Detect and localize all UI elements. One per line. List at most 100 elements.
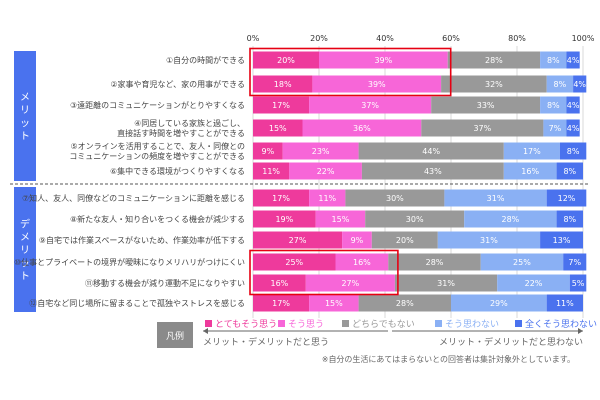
bar-value-label: 4% — [567, 101, 580, 110]
bar-value-label: 28% — [502, 215, 520, 224]
bar-segment — [335, 253, 389, 271]
bar-segment — [253, 162, 290, 180]
bar-value-label: 31% — [480, 236, 498, 245]
bar-value-label: 37% — [473, 124, 491, 133]
group-label-char: メ — [20, 93, 30, 104]
legend-swatch — [342, 320, 349, 327]
legend-label: そう思わない — [445, 319, 499, 330]
bar-segment — [253, 274, 306, 292]
bar-value-label: 33% — [477, 101, 495, 110]
bar-value-label: 7% — [568, 258, 581, 267]
bar-segment — [253, 96, 310, 114]
bar-value-label: 11% — [318, 194, 336, 203]
bar-segment — [566, 51, 580, 69]
bar-segment — [253, 231, 343, 249]
bar-segment — [556, 162, 583, 180]
bar-segment — [573, 75, 587, 93]
bar-segment — [253, 210, 316, 228]
bar-value-label: 12% — [558, 194, 576, 203]
bar-value-label: 5% — [572, 279, 585, 288]
bar-value-label: 44% — [422, 147, 440, 156]
group-label-char: リ — [20, 106, 30, 117]
legend-title-box — [157, 322, 193, 348]
bar-value-label: 8% — [563, 215, 576, 224]
bar-segment — [319, 51, 448, 69]
row-caption: ②家事や育児など、家の用事ができる — [110, 79, 245, 89]
bar-value-label: 17% — [272, 101, 290, 110]
legend-arrowhead-right — [578, 328, 583, 334]
bar-value-label: 8% — [567, 147, 580, 156]
group-label-char: メ — [20, 233, 30, 244]
bar-segment — [540, 96, 567, 114]
bar-segment — [253, 142, 283, 160]
bar-value-label: 16% — [271, 279, 289, 288]
bar-value-label: 28% — [396, 299, 414, 308]
x-tick-label: 60% — [442, 34, 460, 43]
bar-value-label: 16% — [353, 258, 371, 267]
bar-value-label: 28% — [485, 56, 503, 65]
legend-swatch — [515, 320, 522, 327]
bar-segment — [563, 253, 587, 271]
bar-value-label: 25% — [285, 258, 303, 267]
bar-value-label: 20% — [277, 56, 295, 65]
bar-value-label: 8% — [547, 101, 560, 110]
footnote: ※自分の生活にあてはまらないとの回答者は集計対象外としています。 — [322, 354, 575, 364]
legend-label: とてもそう思う — [215, 319, 277, 330]
bar-value-label: 18% — [274, 80, 292, 89]
bar-value-label: 9% — [351, 236, 364, 245]
bar-value-label: 15% — [332, 215, 350, 224]
bar-value-label: 27% — [289, 236, 307, 245]
bar-value-label: 8% — [563, 167, 576, 176]
bar-segment — [394, 274, 498, 292]
bar-segment — [309, 96, 432, 114]
bar-segment — [447, 51, 541, 69]
bar-segment — [345, 189, 445, 207]
legend-swatch — [278, 320, 285, 327]
bar-segment — [540, 231, 583, 249]
bar-segment — [546, 189, 587, 207]
bar-segment — [253, 75, 313, 93]
bar-segment — [358, 142, 504, 160]
bar-segment — [361, 162, 504, 180]
bar-value-label: 36% — [353, 124, 371, 133]
bar-segment — [556, 210, 583, 228]
row-caption: ⑩仕事とプライベートの境界が曖昧になりメリハリがつけにくい — [14, 257, 245, 267]
bar-value-label: 28% — [426, 258, 444, 267]
bar-segment — [421, 119, 544, 137]
bar-value-label: 11% — [556, 299, 574, 308]
row-caption: ⑥集中できる環境がつくりやすくなる — [110, 166, 245, 176]
x-tick-label: 0% — [247, 34, 260, 43]
bar-segment — [451, 294, 547, 312]
bar-segment — [302, 119, 422, 137]
bar-segment — [546, 75, 574, 93]
bar-value-label: 43% — [424, 167, 442, 176]
legend: 凡例 とてもそう思う そう思う どちらでもない そう思わない 全くそう思わないメリット・デ… — [157, 318, 597, 348]
row-caption: ①自分の時間ができる — [166, 55, 245, 65]
x-axis-ticks: 0% 20% 40% 60% 80% 100% — [247, 34, 595, 43]
bar-value-label: 39% — [374, 56, 392, 65]
row-caption: ⑫自宅など同じ場所に留まることで孤独やストレスを感じる — [29, 298, 245, 308]
x-tick-label: 100% — [572, 34, 595, 43]
row-caption: ⑦知人、友人、同僚などのコミュニケーションに距離を感じる — [22, 193, 245, 203]
bar-segment — [464, 210, 557, 228]
bar-segment — [559, 142, 587, 160]
bar-value-label: 11% — [262, 167, 280, 176]
bar-segment — [441, 75, 547, 93]
bar-segment — [315, 210, 366, 228]
x-tick-label: 20% — [310, 34, 328, 43]
legend-arrowhead-left — [203, 328, 208, 334]
bar-value-label: 20% — [396, 236, 414, 245]
row-caption: ④同居している家族と過ごし、 — [134, 118, 245, 128]
bar-segment — [342, 231, 372, 249]
bar-value-label: 32% — [485, 80, 503, 89]
row-caption: ⑧新たな友人・知り合いをつくる機会が減少する — [70, 214, 245, 224]
bar-segments — [253, 51, 587, 312]
bar-segment — [253, 294, 310, 312]
bar-value-label: 13% — [553, 236, 571, 245]
bar-value-label: 15% — [325, 299, 343, 308]
bar-value-label: 17% — [523, 147, 541, 156]
bar-value-label: 29% — [490, 299, 508, 308]
bar-segment — [253, 119, 303, 137]
bar-segment — [371, 231, 438, 249]
row-caption: 直接話す時間を増やすことができる — [117, 128, 245, 138]
